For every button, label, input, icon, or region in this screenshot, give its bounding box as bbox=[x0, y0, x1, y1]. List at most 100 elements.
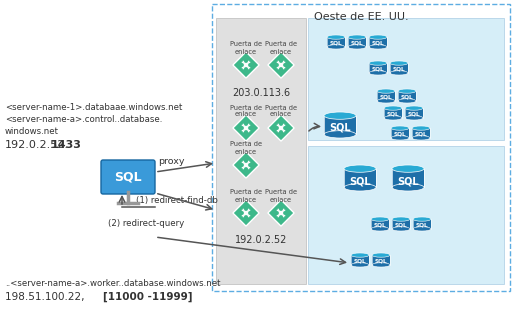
Text: Puerta de
enlace: Puerta de enlace bbox=[230, 189, 262, 202]
Bar bbox=[398, 91, 416, 101]
Text: SQL: SQL bbox=[354, 259, 367, 263]
Text: SQL: SQL bbox=[408, 111, 420, 116]
Text: SQL: SQL bbox=[374, 223, 386, 228]
Ellipse shape bbox=[413, 217, 431, 221]
Ellipse shape bbox=[351, 263, 369, 267]
Bar bbox=[392, 169, 424, 187]
Ellipse shape bbox=[392, 165, 424, 172]
FancyBboxPatch shape bbox=[308, 146, 504, 284]
Text: SQL: SQL bbox=[394, 223, 407, 228]
Polygon shape bbox=[233, 200, 259, 226]
Text: (1) redirect-find-db: (1) redirect-find-db bbox=[136, 196, 218, 204]
Ellipse shape bbox=[390, 61, 408, 65]
Bar bbox=[351, 255, 369, 265]
Text: SQL: SQL bbox=[387, 111, 399, 116]
Bar bbox=[412, 128, 430, 138]
Ellipse shape bbox=[398, 89, 416, 93]
Bar bbox=[405, 108, 423, 118]
Ellipse shape bbox=[371, 227, 389, 231]
Ellipse shape bbox=[405, 106, 423, 110]
Text: SQL: SQL bbox=[397, 176, 419, 186]
Ellipse shape bbox=[344, 165, 376, 172]
Ellipse shape bbox=[390, 71, 408, 75]
Ellipse shape bbox=[371, 217, 389, 221]
Bar bbox=[372, 255, 390, 265]
Ellipse shape bbox=[392, 184, 424, 191]
Text: SQL: SQL bbox=[372, 67, 384, 71]
Text: proxy: proxy bbox=[158, 156, 185, 166]
Text: 198.51.100.22,: 198.51.100.22, bbox=[5, 292, 88, 302]
Bar bbox=[384, 108, 402, 118]
Bar bbox=[391, 128, 409, 138]
Text: Puerta de
enlace: Puerta de enlace bbox=[230, 141, 262, 155]
Bar bbox=[390, 63, 408, 73]
Bar bbox=[324, 116, 356, 134]
Text: <server-name-a>.control..database.: <server-name-a>.control..database. bbox=[5, 115, 162, 124]
Text: Oeste de EE. UU.: Oeste de EE. UU. bbox=[314, 12, 408, 22]
Polygon shape bbox=[268, 200, 294, 226]
Text: SQL: SQL bbox=[330, 40, 342, 46]
Ellipse shape bbox=[348, 35, 366, 39]
Text: windows.net: windows.net bbox=[5, 127, 59, 136]
Bar bbox=[392, 219, 410, 229]
Bar bbox=[377, 91, 395, 101]
Text: <server-name-1>.databaae.windows.net: <server-name-1>.databaae.windows.net bbox=[5, 103, 183, 112]
Text: SQL: SQL bbox=[329, 123, 351, 133]
Text: SQL: SQL bbox=[379, 95, 392, 99]
Polygon shape bbox=[268, 115, 294, 141]
Ellipse shape bbox=[348, 45, 366, 49]
FancyBboxPatch shape bbox=[101, 160, 155, 194]
Ellipse shape bbox=[392, 227, 410, 231]
Ellipse shape bbox=[369, 61, 387, 65]
Ellipse shape bbox=[372, 263, 390, 267]
Text: (2) redirect-query: (2) redirect-query bbox=[108, 219, 184, 229]
Ellipse shape bbox=[327, 45, 345, 49]
Text: 1433: 1433 bbox=[51, 140, 82, 150]
Ellipse shape bbox=[391, 126, 409, 130]
Ellipse shape bbox=[324, 112, 356, 119]
Text: SQL: SQL bbox=[351, 40, 363, 46]
Bar bbox=[371, 219, 389, 229]
Ellipse shape bbox=[369, 35, 387, 39]
Text: ..<server-name-a>.worker..database.windows.net: ..<server-name-a>.worker..database.windo… bbox=[5, 279, 220, 288]
Ellipse shape bbox=[369, 45, 387, 49]
Ellipse shape bbox=[405, 116, 423, 120]
Text: 203.0.113.6: 203.0.113.6 bbox=[232, 88, 290, 98]
Text: SQL: SQL bbox=[415, 131, 428, 137]
Text: SQL: SQL bbox=[393, 67, 405, 71]
Text: SQL: SQL bbox=[416, 223, 428, 228]
Bar bbox=[348, 37, 366, 47]
Text: SQL: SQL bbox=[114, 170, 142, 184]
Ellipse shape bbox=[369, 71, 387, 75]
Bar bbox=[413, 219, 431, 229]
Ellipse shape bbox=[413, 227, 431, 231]
Ellipse shape bbox=[344, 184, 376, 191]
Text: Puerta de
enlace: Puerta de enlace bbox=[265, 41, 297, 54]
Ellipse shape bbox=[324, 131, 356, 138]
Text: [11000 -11999]: [11000 -11999] bbox=[103, 292, 192, 302]
Bar bbox=[369, 37, 387, 47]
Text: SQL: SQL bbox=[349, 176, 371, 186]
FancyBboxPatch shape bbox=[216, 18, 306, 284]
Ellipse shape bbox=[412, 126, 430, 130]
Text: SQL: SQL bbox=[372, 40, 384, 46]
Text: Puerta de
enlace: Puerta de enlace bbox=[230, 41, 262, 54]
Polygon shape bbox=[233, 152, 259, 178]
Text: Puerta de
enlace: Puerta de enlace bbox=[265, 189, 297, 202]
Text: SQL: SQL bbox=[393, 131, 406, 137]
Bar bbox=[369, 63, 387, 73]
Ellipse shape bbox=[398, 99, 416, 103]
Polygon shape bbox=[233, 52, 259, 78]
Bar bbox=[327, 37, 345, 47]
Ellipse shape bbox=[392, 217, 410, 221]
Text: 192.0.2.52: 192.0.2.52 bbox=[235, 235, 287, 245]
Ellipse shape bbox=[377, 89, 395, 93]
FancyBboxPatch shape bbox=[308, 18, 504, 140]
Text: Puerta de
enlace: Puerta de enlace bbox=[265, 105, 297, 117]
Ellipse shape bbox=[384, 116, 402, 120]
Ellipse shape bbox=[384, 106, 402, 110]
Ellipse shape bbox=[372, 253, 390, 257]
Ellipse shape bbox=[327, 35, 345, 39]
Text: Puerta de
enlace: Puerta de enlace bbox=[230, 105, 262, 117]
Ellipse shape bbox=[412, 136, 430, 140]
